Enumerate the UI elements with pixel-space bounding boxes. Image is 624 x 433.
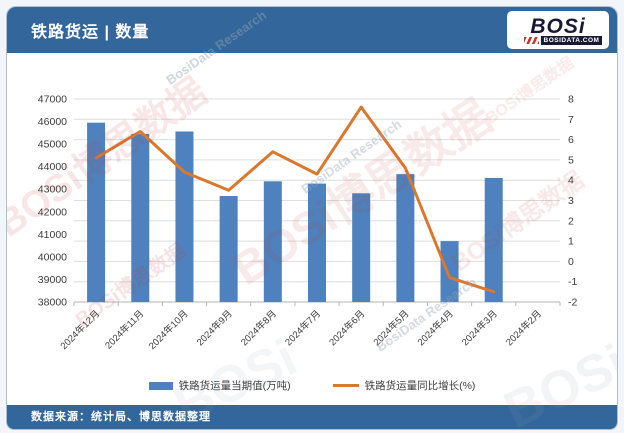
right-axis-tick-label: 7 bbox=[568, 114, 574, 126]
bar-series-swatch bbox=[148, 381, 173, 390]
left-axis-tick-label: 42000 bbox=[38, 206, 67, 218]
bar-2024年10月 bbox=[175, 131, 194, 302]
legend-item-line-series: 铁路货运量同比增长(%) bbox=[332, 378, 476, 393]
header-bar: 铁路货运 | 数量 BOSi BOSIDATA.COM bbox=[7, 7, 617, 53]
bosi-logo: BOSi BOSIDATA.COM bbox=[507, 11, 609, 49]
line-series-swatch bbox=[332, 383, 359, 388]
left-axis-tick-label: 47000 bbox=[38, 94, 67, 106]
right-axis-tick-label: 4 bbox=[568, 175, 574, 187]
x-axis-label: 2024年4月 bbox=[415, 308, 456, 349]
bosi-logo-text: BOSi bbox=[530, 15, 586, 38]
left-axis-tick-label: 41000 bbox=[38, 229, 67, 241]
chart-legend: 铁路货运量当期值(万吨) 铁路货运量同比增长(%) bbox=[7, 378, 617, 393]
chart-area: 8 7 6 5 4 3 2 1 0 -1 -2 47000 46000 45000 44000 43000 42… bbox=[7, 53, 617, 407]
x-axis-label: 2024年5月 bbox=[371, 308, 412, 349]
report-card: 铁路货运 | 数量 BOSi BOSIDATA.COM 8 7 6 5 4 3 2 1 0 -1 -… bbox=[6, 6, 618, 430]
left-axis-tick-label: 39000 bbox=[38, 274, 67, 286]
x-axis-label: 2024年6月 bbox=[327, 308, 368, 349]
left-axis-tick-label: 38000 bbox=[38, 297, 67, 309]
left-axis-tick-label: 43000 bbox=[38, 184, 67, 196]
x-axis-label: 2024年7月 bbox=[283, 308, 324, 349]
bar-2024年9月 bbox=[219, 195, 238, 302]
bar-2024年8月 bbox=[263, 181, 282, 302]
x-axis-label: 2024年12月 bbox=[58, 308, 102, 352]
page-title: 铁路货运 | 数量 bbox=[31, 24, 150, 41]
x-axis-label: 2024年3月 bbox=[459, 308, 500, 349]
x-axis-label: 2024年9月 bbox=[194, 308, 235, 349]
x-axis-label: 2024年2月 bbox=[503, 308, 544, 349]
bar-2024年6月 bbox=[352, 193, 371, 302]
left-axis-tick-label: 44000 bbox=[38, 161, 67, 173]
x-axis-label: 2024年10月 bbox=[146, 308, 190, 352]
bar-2024年12月 bbox=[87, 122, 106, 302]
combo-chart: 8 7 6 5 4 3 2 1 0 -1 -2 47000 46000 45000 44000 43000 42… bbox=[38, 94, 578, 352]
footer-bar: 数据来源：统计局、博思数据整理 bbox=[7, 405, 617, 429]
right-axis-tick-label: -1 bbox=[568, 276, 577, 288]
right-axis-tick-label: 5 bbox=[568, 154, 574, 166]
x-axis-label: 2024年8月 bbox=[238, 308, 279, 349]
right-axis-tick-label: 1 bbox=[568, 236, 574, 248]
growth-line bbox=[94, 105, 496, 294]
left-axis-tick-label: 40000 bbox=[38, 251, 67, 263]
logo-stripes-icon bbox=[523, 37, 539, 44]
left-axis-tick-label: 45000 bbox=[38, 139, 67, 151]
right-axis-tick-label: 8 bbox=[568, 94, 574, 106]
bar-2024年5月 bbox=[396, 174, 415, 302]
right-axis-tick-label: 3 bbox=[568, 195, 574, 207]
bosi-logo-domain: BOSIDATA.COM bbox=[540, 36, 603, 45]
data-source-label: 数据来源：统计局、博思数据整理 bbox=[31, 411, 211, 423]
bar-2024年3月 bbox=[484, 177, 503, 302]
left-axis-tick-label: 46000 bbox=[38, 116, 67, 128]
right-axis-tick-label: -2 bbox=[568, 297, 577, 309]
line-series-label: 铁路货运量同比增长(%) bbox=[364, 380, 476, 392]
right-axis-tick-label: 0 bbox=[568, 256, 574, 268]
bar-2024年11月 bbox=[131, 133, 150, 302]
right-axis-tick-label: 2 bbox=[568, 215, 574, 227]
bar-2024年4月 bbox=[440, 241, 459, 302]
legend-item-bar-series: 铁路货运量当期值(万吨) bbox=[148, 378, 291, 393]
bar-series-label: 铁路货运量当期值(万吨) bbox=[178, 380, 291, 392]
x-axis-label: 2024年11月 bbox=[103, 308, 147, 352]
right-axis-tick-label: 6 bbox=[568, 134, 574, 146]
bar-2024年7月 bbox=[308, 183, 326, 302]
